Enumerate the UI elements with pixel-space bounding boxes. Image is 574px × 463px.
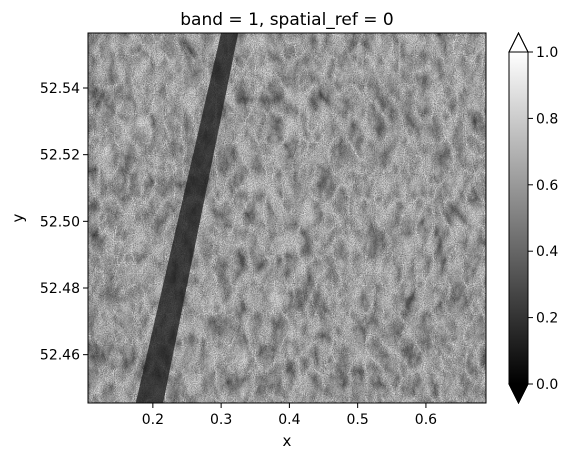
colorbar-tick-label: 0.6 — [536, 178, 558, 194]
plot-frame — [87, 32, 487, 404]
y-tick-label: 52.52 — [40, 148, 80, 164]
x-axis-label: x — [283, 432, 292, 450]
raster-footprint — [90, 33, 485, 403]
colorbar-tick-label: 0.8 — [536, 111, 558, 127]
colorbar-extend-max — [508, 31, 529, 53]
colorbar-ticks: 0.0 0.2 0.4 0.6 0.8 1.0 — [528, 45, 558, 393]
raster-image — [90, 33, 485, 403]
y-axis: 52.46 52.48 52.50 52.52 52.54 — [40, 81, 88, 364]
colorbar-tick-label: 1.0 — [536, 45, 558, 61]
x-tick-label: 0.5 — [347, 412, 369, 428]
x-tick-label: 0.3 — [210, 412, 232, 428]
colorbar-tick-label: 0.4 — [536, 244, 558, 260]
x-tick-label: 0.4 — [278, 412, 300, 428]
chart-title: band = 1, spatial_ref = 0 — [180, 10, 393, 30]
colorbar-tick-label: 0.0 — [536, 377, 558, 393]
colorbar: 0.0 0.2 0.4 0.6 0.8 1.0 — [508, 31, 558, 405]
y-tick-label: 52.50 — [40, 214, 80, 230]
y-tick-label: 52.54 — [40, 81, 80, 97]
x-axis: 0.2 0.3 0.4 0.5 0.6 — [142, 403, 437, 428]
y-tick-label: 52.48 — [40, 281, 80, 297]
y-tick-label: 52.46 — [40, 348, 80, 364]
colorbar-tick-label: 0.2 — [536, 311, 558, 327]
y-axis-label: y — [9, 213, 27, 222]
x-tick-label: 0.2 — [142, 412, 164, 428]
colorbar-extend-min — [508, 383, 529, 405]
river-dark-band — [135, 33, 239, 403]
x-tick-label: 0.6 — [415, 412, 437, 428]
colorbar-gradient — [509, 52, 528, 384]
